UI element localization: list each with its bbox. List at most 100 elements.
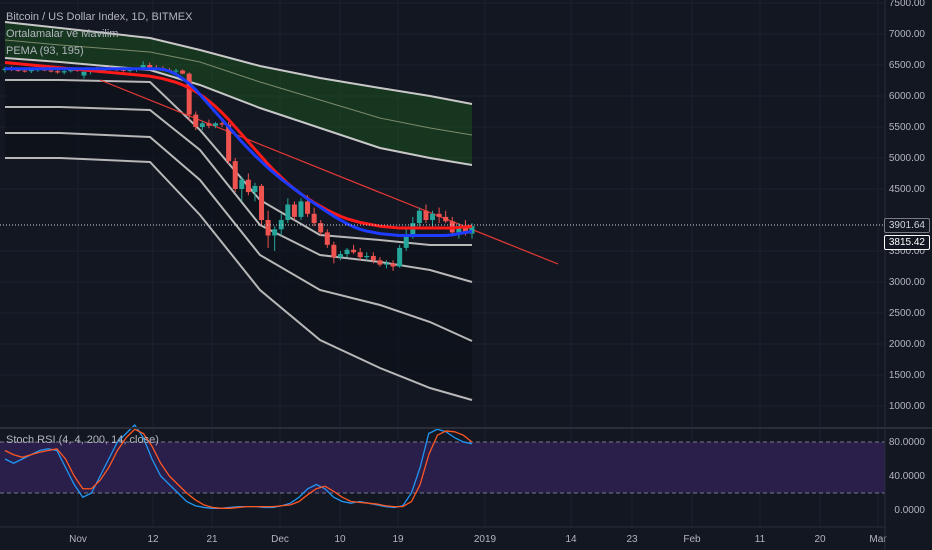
red-trendline xyxy=(99,79,559,265)
lower-band-line xyxy=(5,106,473,283)
candle-body xyxy=(61,71,67,73)
candle-body xyxy=(291,204,297,217)
candle-body xyxy=(462,226,468,234)
candle-body xyxy=(469,226,475,234)
x-tick-label: Nov xyxy=(69,534,87,545)
lower-band-line xyxy=(5,132,473,342)
y-tick-label: 2000.00 xyxy=(889,339,926,350)
envelope-bands xyxy=(4,21,559,401)
x-tick-label: Feb xyxy=(683,534,701,545)
candle-body xyxy=(298,201,304,217)
candle-body xyxy=(397,247,403,267)
blue-ma-line xyxy=(5,67,473,237)
candle-body xyxy=(81,71,87,76)
x-tick-label: 10 xyxy=(334,534,346,545)
candle-body xyxy=(351,249,357,253)
candle-body xyxy=(344,249,350,255)
y-tick-label: 1500.00 xyxy=(889,370,926,381)
x-tick-label: 23 xyxy=(626,534,638,545)
indicator-label-ortalamalar[interactable]: Ortalamalar ve Mavilim xyxy=(6,28,119,40)
rsi-y-tick-label: 0.0000 xyxy=(894,505,925,516)
y-tick-label: 6500.00 xyxy=(889,60,926,71)
candle-body xyxy=(357,252,363,258)
candle-body xyxy=(15,69,21,71)
candle-body xyxy=(68,69,74,72)
x-tick-label: 11 xyxy=(755,534,766,545)
indicator-label-pema[interactable]: PEMA (93, 195) xyxy=(6,45,84,57)
candle-body xyxy=(173,70,179,72)
y-tick-label: 6000.00 xyxy=(889,91,926,102)
candle-body xyxy=(390,263,396,267)
x-tick-label: 19 xyxy=(392,534,404,545)
candle-body xyxy=(259,185,265,220)
candle-body xyxy=(22,70,28,72)
candle-body xyxy=(416,210,422,224)
candle-body xyxy=(193,114,199,127)
x-tick-label: 20 xyxy=(814,534,826,545)
candle-body xyxy=(48,70,54,72)
candle-body xyxy=(140,65,146,69)
candle-body xyxy=(120,69,126,71)
stoch-rsi-panel xyxy=(0,423,885,509)
candle-body xyxy=(252,185,258,193)
candle-body xyxy=(370,255,376,261)
candle-body xyxy=(436,213,442,217)
x-tick-label: 14 xyxy=(565,534,577,545)
x-tick-label: 2019 xyxy=(474,534,497,545)
candle-body xyxy=(232,161,238,189)
candle-body xyxy=(318,223,324,233)
candle-body xyxy=(265,220,271,236)
stoch-rsi-label[interactable]: Stoch RSI (4, 4, 200, 14, close) xyxy=(6,434,159,446)
x-tick-label: Mar xyxy=(869,534,887,545)
last-price-tag: 3901.64 xyxy=(883,218,930,233)
y-tick-label: 7000.00 xyxy=(889,29,926,40)
candle-body xyxy=(206,123,212,126)
rsi-y-tick-label: 80.0000 xyxy=(889,437,926,448)
rsi-y-tick-label: 40.0000 xyxy=(889,471,926,482)
candle-body xyxy=(430,213,436,220)
candle-body xyxy=(180,70,186,74)
candle-body xyxy=(55,71,61,73)
candle-body xyxy=(305,201,311,214)
candle-body xyxy=(219,123,225,125)
rsi-band-fill xyxy=(0,442,885,493)
green-band-fill xyxy=(5,22,472,165)
x-tick-label: 21 xyxy=(206,534,218,545)
y-tick-label: 3000.00 xyxy=(889,277,926,288)
candle-body xyxy=(278,220,284,230)
candle-body xyxy=(337,254,343,258)
candle-body xyxy=(28,69,34,72)
candle-body xyxy=(324,232,330,245)
candle-body xyxy=(383,263,389,265)
y-tick-label: 3500.00 xyxy=(889,246,926,257)
y-tick-label: 4500.00 xyxy=(889,184,926,195)
candle-body xyxy=(456,226,462,233)
y-tick-label: 1000.00 xyxy=(889,401,926,412)
y-tick-label: 7500.00 xyxy=(889,0,926,9)
candle-body xyxy=(377,260,383,265)
upper-lower-band-line xyxy=(4,57,473,166)
candle-body xyxy=(186,73,192,115)
y-tick-label: 5000.00 xyxy=(889,153,926,164)
candle-body xyxy=(311,213,317,224)
stoch-k-line xyxy=(4,423,473,509)
candle-body xyxy=(331,244,337,258)
x-tick-label: 12 xyxy=(147,534,159,545)
upper-band-line xyxy=(4,21,473,105)
candle-body xyxy=(245,179,251,193)
candle-body xyxy=(443,216,449,222)
candle-body xyxy=(226,124,232,162)
candle-body xyxy=(212,123,218,126)
moving-averages xyxy=(0,61,885,237)
blue-line-price-tag: 3815.42 xyxy=(883,235,930,250)
candle-body xyxy=(423,210,429,220)
lower-band-line xyxy=(5,157,473,401)
candle-body xyxy=(403,235,409,248)
candle-body xyxy=(285,204,291,220)
stoch-d-line xyxy=(4,428,473,509)
candle-body xyxy=(127,69,133,71)
candle-body xyxy=(272,229,278,236)
upper-mid-band-line xyxy=(4,39,473,136)
